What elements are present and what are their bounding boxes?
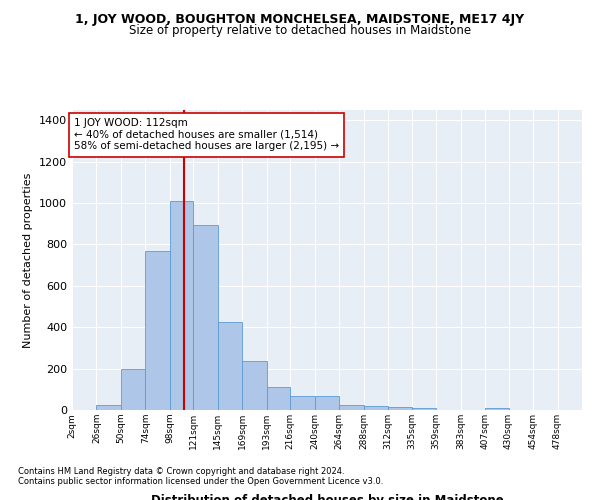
Text: 1 JOY WOOD: 112sqm
← 40% of detached houses are smaller (1,514)
58% of semi-deta: 1 JOY WOOD: 112sqm ← 40% of detached hou… (74, 118, 339, 152)
Bar (97, 405, 121, 410)
Bar (412, 408, 436, 410)
Text: Contains HM Land Registry data © Crown copyright and database right 2024.: Contains HM Land Registry data © Crown c… (18, 467, 344, 476)
Bar (121, 368, 145, 410)
Bar (339, 405, 364, 410)
Bar (170, 201, 193, 410)
Bar (193, 225, 218, 410)
Bar (290, 396, 315, 410)
Text: Size of property relative to detached houses in Maidstone: Size of property relative to detached ho… (129, 24, 471, 37)
Text: Contains public sector information licensed under the Open Government Licence v3: Contains public sector information licen… (18, 477, 383, 486)
X-axis label: Distribution of detached houses by size in Maidstone: Distribution of detached houses by size … (151, 494, 503, 500)
Y-axis label: Number of detached properties: Number of detached properties (23, 172, 34, 348)
Bar (315, 396, 339, 410)
Bar (218, 322, 242, 410)
Bar (364, 406, 388, 410)
Bar (242, 362, 267, 410)
Bar (388, 407, 412, 410)
Bar (485, 408, 509, 410)
Bar (267, 387, 290, 410)
Bar (145, 250, 170, 410)
Text: 1, JOY WOOD, BOUGHTON MONCHELSEA, MAIDSTONE, ME17 4JY: 1, JOY WOOD, BOUGHTON MONCHELSEA, MAIDST… (76, 12, 524, 26)
